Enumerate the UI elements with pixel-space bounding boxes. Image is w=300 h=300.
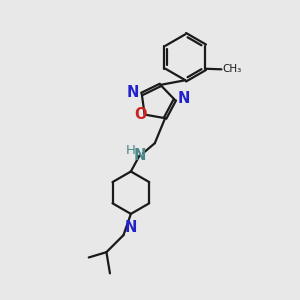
Text: N: N — [127, 85, 140, 100]
Text: O: O — [134, 107, 147, 122]
Text: N: N — [133, 148, 146, 163]
Text: N: N — [177, 91, 190, 106]
Text: CH₃: CH₃ — [223, 64, 242, 74]
Text: H: H — [126, 144, 136, 157]
Text: N: N — [125, 220, 137, 235]
